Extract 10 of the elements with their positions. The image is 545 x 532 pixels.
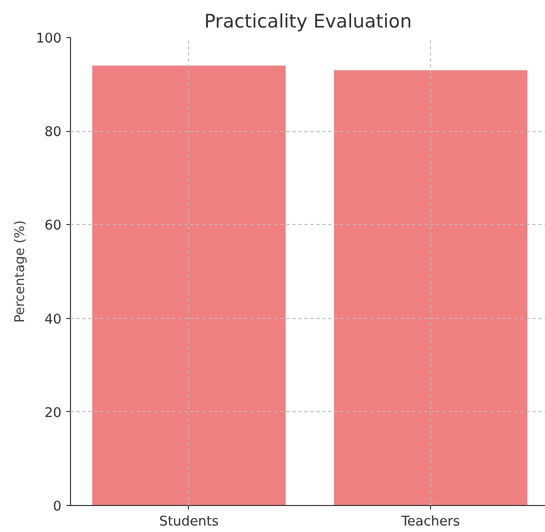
y-tick-label: 100 xyxy=(36,32,62,46)
y-tick-label: 0 xyxy=(53,500,62,514)
y-tick-label: 20 xyxy=(44,406,62,421)
y-tick-label: 60 xyxy=(44,218,62,234)
x-tick-label: Students xyxy=(159,514,219,530)
chart-title: Practicality Evaluation xyxy=(204,12,412,32)
x-tick-label: Teachers xyxy=(400,514,460,530)
y-tick-label: 40 xyxy=(44,312,62,328)
y-tick-label: 80 xyxy=(44,125,62,140)
y-axis-title: Percentage (%) xyxy=(13,220,28,323)
